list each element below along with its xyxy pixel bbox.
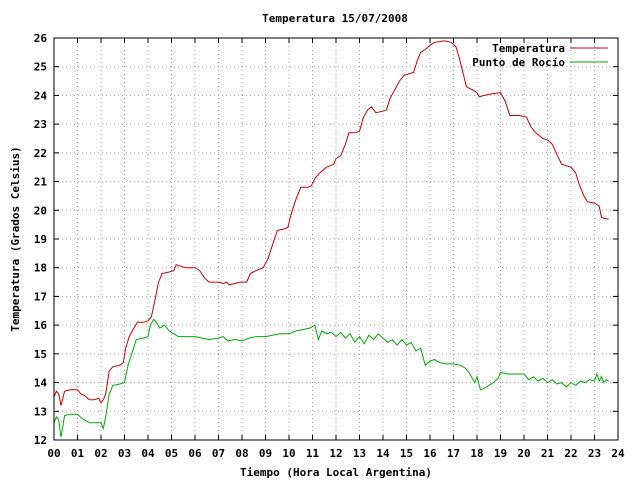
- y-tick-label: 18: [34, 262, 47, 275]
- y-tick-label: 24: [34, 89, 48, 102]
- y-tick-label: 25: [34, 61, 47, 74]
- x-tick-label: 18: [470, 447, 483, 460]
- x-tick-label: 13: [353, 447, 366, 460]
- x-tick-label: 10: [282, 447, 295, 460]
- x-tick-label: 08: [235, 447, 248, 460]
- axis-ticks: 00 01 02 03 04 05 06 07 08 09 10 11 12 13 14 15 16 17 18 19…: [34, 32, 625, 460]
- y-tick-label: 14: [34, 377, 48, 390]
- chart-title: Temperatura 15/07/2008: [262, 12, 408, 25]
- x-tick-label: 00: [47, 447, 60, 460]
- x-axis-label: Tiempo (Hora Local Argentina): [240, 466, 432, 479]
- x-tick-label: 09: [259, 447, 272, 460]
- x-tick-label: 03: [118, 447, 131, 460]
- series-line-temperatura: [53, 40, 609, 406]
- x-tick-label: 23: [588, 447, 601, 460]
- x-tick-label: 24: [611, 447, 625, 460]
- legend: Temperatura Punto de Rocío: [472, 42, 608, 69]
- y-tick-label: 16: [34, 319, 48, 332]
- y-tick-label: 23: [34, 118, 47, 131]
- y-tick-label: 15: [34, 348, 47, 361]
- plot-frame: [53, 37, 619, 441]
- legend-label-punto-de-rocio: Punto de Rocío: [472, 56, 565, 69]
- x-tick-label: 06: [188, 447, 202, 460]
- y-tick-label: 22: [34, 147, 47, 160]
- y-tick-label: 26: [34, 32, 48, 45]
- y-tick-label: 13: [34, 405, 47, 418]
- x-tick-label: 02: [94, 447, 107, 460]
- x-tick-label: 16: [423, 447, 437, 460]
- y-tick-label: 19: [34, 233, 47, 246]
- x-tick-label: 21: [541, 447, 555, 460]
- x-tick-label: 15: [400, 447, 413, 460]
- x-tick-label: 22: [564, 447, 577, 460]
- x-tick-label: 11: [306, 447, 320, 460]
- series-lines: [53, 40, 609, 438]
- x-tick-label: 05: [165, 447, 178, 460]
- y-tick-label: 17: [34, 290, 47, 303]
- x-tick-label: 04: [141, 447, 155, 460]
- x-tick-label: 19: [494, 447, 507, 460]
- y-tick-label: 21: [34, 176, 48, 189]
- grid: [54, 38, 618, 440]
- x-tick-label: 17: [447, 447, 460, 460]
- y-tick-label: 12: [34, 434, 47, 447]
- x-tick-label: 01: [71, 447, 85, 460]
- series-line-punto-de-rocio: [53, 318, 609, 438]
- x-tick-label: 12: [329, 447, 342, 460]
- y-axis-label: Temperatura (Grados Celsius): [9, 146, 22, 331]
- x-tick-label: 20: [517, 447, 530, 460]
- x-tick-label: 14: [376, 447, 390, 460]
- y-tick-label: 20: [34, 204, 47, 217]
- legend-label-temperatura: Temperatura: [492, 42, 565, 55]
- x-tick-label: 07: [212, 447, 225, 460]
